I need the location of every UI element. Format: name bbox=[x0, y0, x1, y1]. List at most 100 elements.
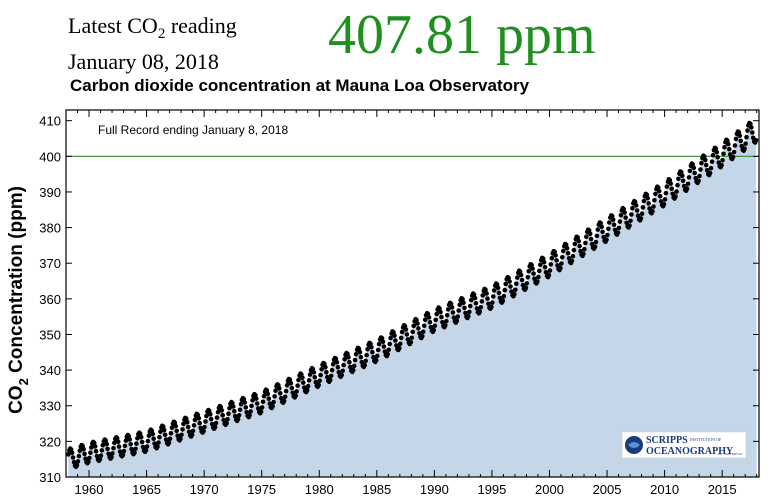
data-point bbox=[74, 463, 80, 468]
data-point bbox=[703, 157, 708, 163]
data-point bbox=[589, 241, 595, 247]
data-point bbox=[743, 141, 748, 146]
data-point bbox=[587, 231, 593, 237]
data-point bbox=[472, 295, 478, 301]
data-point bbox=[485, 296, 490, 301]
data-point bbox=[621, 206, 626, 212]
data-point bbox=[707, 170, 713, 176]
data-point bbox=[478, 305, 484, 310]
data-point bbox=[365, 347, 370, 352]
data-point bbox=[265, 391, 271, 397]
data-point bbox=[296, 377, 301, 383]
data-point bbox=[225, 416, 230, 422]
data-point bbox=[94, 453, 100, 459]
plot-frame bbox=[65, 109, 760, 478]
data-point bbox=[220, 412, 225, 418]
data-point bbox=[272, 394, 277, 399]
data-point bbox=[722, 145, 727, 150]
data-point bbox=[323, 365, 328, 370]
data-point bbox=[444, 313, 450, 318]
data-point bbox=[197, 420, 202, 426]
data-point bbox=[691, 165, 697, 171]
data-point bbox=[91, 440, 97, 446]
data-point bbox=[572, 241, 578, 247]
data-point bbox=[97, 457, 103, 462]
data-point bbox=[198, 425, 203, 431]
data-point bbox=[525, 275, 531, 280]
data-point bbox=[351, 363, 357, 369]
data-point bbox=[547, 268, 553, 273]
data-point bbox=[330, 362, 336, 367]
data-point bbox=[713, 146, 719, 151]
data-point bbox=[237, 407, 243, 413]
data-point bbox=[632, 199, 638, 205]
data-point bbox=[139, 439, 145, 445]
data-point bbox=[600, 229, 605, 235]
data-point bbox=[66, 452, 71, 457]
data-point bbox=[503, 281, 509, 287]
y-tick-label: 370 bbox=[39, 256, 61, 271]
data-point bbox=[132, 450, 137, 456]
data-point bbox=[496, 290, 502, 296]
x-tick-label: 1970 bbox=[190, 482, 219, 497]
reading-date: January 08, 2018 bbox=[68, 49, 219, 74]
data-point bbox=[641, 198, 647, 204]
data-point bbox=[381, 344, 387, 349]
data-point bbox=[301, 380, 306, 385]
data-point bbox=[461, 300, 466, 306]
data-point bbox=[126, 433, 131, 439]
data-point bbox=[490, 300, 495, 305]
data-point bbox=[82, 451, 87, 457]
data-point bbox=[714, 149, 720, 155]
data-point bbox=[358, 354, 364, 360]
logo-line2-small: UC SAN DIEGO bbox=[718, 452, 743, 456]
data-point bbox=[81, 446, 86, 452]
data-point bbox=[192, 417, 198, 423]
x-tick-label: 2000 bbox=[535, 482, 564, 497]
data-point bbox=[327, 377, 333, 383]
data-point bbox=[607, 220, 612, 225]
data-point bbox=[673, 194, 678, 199]
data-point bbox=[428, 325, 434, 330]
data-point bbox=[253, 396, 259, 401]
data-point bbox=[553, 253, 558, 258]
data-point bbox=[214, 415, 220, 420]
data-point bbox=[450, 310, 456, 315]
data-point bbox=[387, 341, 393, 347]
data-point bbox=[259, 405, 265, 410]
data-point bbox=[460, 296, 465, 302]
data-point bbox=[368, 341, 373, 347]
data-point bbox=[191, 423, 197, 428]
data-point bbox=[523, 285, 529, 291]
data-point bbox=[709, 159, 715, 164]
data-point bbox=[150, 431, 155, 437]
data-point bbox=[638, 216, 644, 221]
data-point bbox=[137, 431, 143, 437]
data-point bbox=[437, 306, 442, 311]
data-point bbox=[749, 125, 754, 130]
data-point bbox=[676, 176, 681, 182]
data-point bbox=[480, 293, 486, 298]
data-point bbox=[489, 304, 494, 310]
data-point bbox=[559, 261, 564, 266]
data-point bbox=[457, 302, 463, 308]
data-point bbox=[664, 184, 670, 189]
data-point bbox=[278, 391, 283, 396]
data-point bbox=[376, 341, 382, 347]
data-point bbox=[420, 333, 425, 339]
data-point bbox=[339, 372, 345, 378]
data-point bbox=[644, 192, 650, 197]
data-point bbox=[380, 339, 386, 345]
data-point bbox=[114, 436, 120, 441]
data-point bbox=[737, 133, 743, 138]
data-point bbox=[716, 160, 721, 165]
data-point bbox=[628, 218, 633, 224]
latest-reading-label: Latest CO2 reading January 08, 2018 bbox=[68, 12, 237, 75]
data-point bbox=[546, 272, 552, 278]
data-point bbox=[249, 403, 254, 409]
data-point bbox=[88, 450, 93, 456]
data-point bbox=[495, 285, 501, 291]
data-point bbox=[258, 409, 264, 414]
data-point bbox=[112, 440, 117, 446]
data-point bbox=[247, 413, 252, 418]
